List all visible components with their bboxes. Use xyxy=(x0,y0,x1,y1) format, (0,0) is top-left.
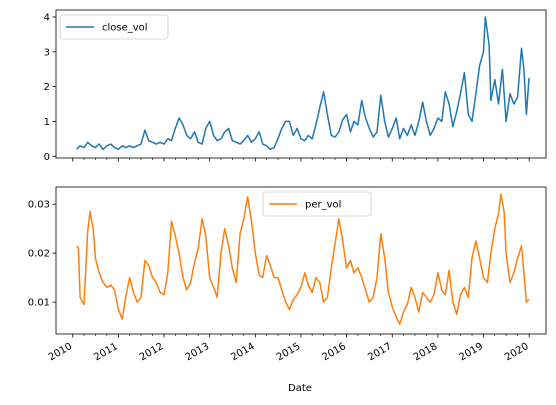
y-tick-label: 1 xyxy=(44,117,50,128)
x-tick-label: 2013 xyxy=(184,341,212,363)
x-tick-label: 2015 xyxy=(275,341,303,363)
y-tick-label: 4 xyxy=(44,12,50,23)
x-tick-label: 2017 xyxy=(366,341,394,363)
x-tick-label: 2018 xyxy=(412,341,440,363)
y-tick-label: 2 xyxy=(44,82,50,93)
x-tick-label: 2010 xyxy=(47,341,75,363)
x-axis-label: Date xyxy=(288,383,312,394)
x-tick-label: 2014 xyxy=(229,341,257,363)
y-tick-label: 0 xyxy=(44,152,50,163)
series-line-per_vol xyxy=(75,193,530,325)
legend-entry-label: close_vol xyxy=(102,23,148,34)
top-subplot: 0 1 2 3 4 close_vol xyxy=(44,9,547,163)
x-tick-label: 2012 xyxy=(138,341,166,363)
y-tick-label: 0.03 xyxy=(28,200,50,211)
x-axis-tick-labels: 2010 2011 2012 2013 2014 2015 2016 2017 2018 2019… xyxy=(47,341,531,363)
x-tick-label: 2020 xyxy=(503,341,531,363)
x-tick-label: 2011 xyxy=(92,341,120,363)
legend: per_vol xyxy=(262,191,372,217)
x-tick-label: 2016 xyxy=(321,341,349,363)
legend: close_vol xyxy=(59,14,169,40)
legend-box xyxy=(262,191,372,217)
y-tick-label: 0.02 xyxy=(28,249,50,260)
series-line-close_vol xyxy=(76,16,530,151)
legend-entry-label: per_vol xyxy=(305,200,341,211)
legend-box xyxy=(59,14,169,40)
x-tick-label: 2019 xyxy=(457,341,485,363)
y-tick-label: 3 xyxy=(44,47,50,58)
y-tick-label: 0.01 xyxy=(28,298,50,309)
bottom-subplot: 0.01 0.02 0.03 per_vol xyxy=(28,186,547,338)
